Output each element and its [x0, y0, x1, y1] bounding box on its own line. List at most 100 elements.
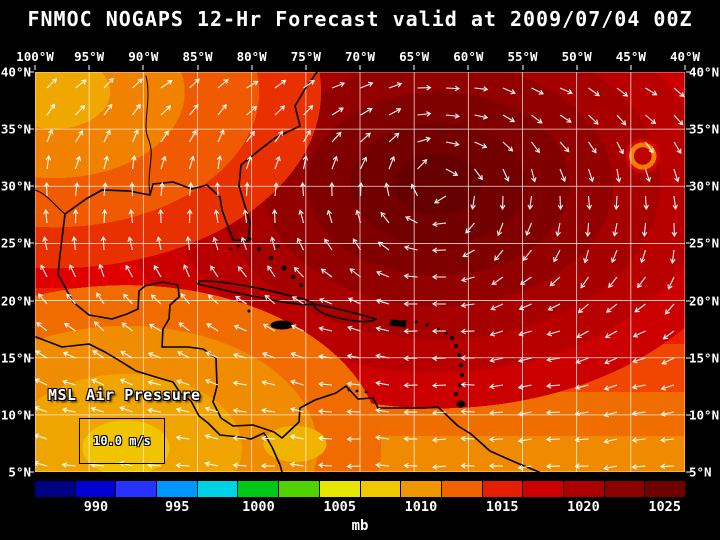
lon-tick [576, 65, 578, 70]
wind-arrow [35, 433, 48, 440]
wind-arrow [273, 182, 279, 197]
wind-arrow [35, 460, 48, 467]
wind-arrow [204, 461, 219, 467]
wind-arrow [445, 168, 459, 176]
wind-arrow [375, 407, 390, 414]
wind-arrow [375, 353, 390, 359]
wind-arrow [375, 434, 390, 441]
wind-arrow [318, 381, 333, 387]
wind-arrow [433, 195, 447, 204]
wind-arrow [45, 155, 52, 170]
wind-arrow [604, 330, 618, 339]
wind-arrow [660, 384, 675, 391]
wind-arrow [673, 168, 680, 183]
wind-arrow [318, 353, 333, 360]
wind-arrow [183, 264, 191, 278]
wind-arrow [605, 303, 618, 313]
wind-arrow [346, 353, 361, 360]
wind-arrow [318, 326, 333, 332]
field-label: MSL Air Pressure [48, 386, 201, 404]
wind-arrow [525, 222, 533, 236]
colorbar-segment [35, 481, 75, 497]
lon-tick [197, 65, 198, 70]
colorbar-segment [319, 481, 360, 497]
wind-arrow [217, 78, 229, 89]
lat-tick [686, 300, 691, 302]
wind-arrow [580, 276, 589, 289]
wind-arrow [375, 462, 390, 468]
wind-arrow [360, 107, 373, 116]
lon-label: 50°W [561, 49, 592, 64]
lat-label: 10°N [0, 407, 31, 423]
lat-label: 20°N [0, 293, 31, 309]
wind-arrow [176, 379, 190, 386]
wind-arrow [616, 114, 627, 126]
wind-arrow [585, 222, 591, 238]
wind-arrow [474, 141, 488, 149]
wind-arrow [639, 249, 647, 264]
wind-arrow [349, 268, 361, 278]
wind-arrow [672, 195, 678, 210]
wind-arrow [75, 79, 87, 89]
wind-arrow [232, 352, 247, 359]
wind-arrow [588, 141, 597, 154]
hispaniola-island [312, 303, 377, 323]
wind-arrow [244, 181, 250, 197]
wind-arrow [317, 462, 333, 469]
wind-arrow [261, 407, 276, 414]
wind-arrow [232, 435, 247, 441]
wind-arrow [610, 249, 618, 264]
wind-arrow [289, 406, 304, 413]
wind-arrow [261, 380, 276, 386]
colorbar-segment [563, 481, 604, 497]
wind-arrow [346, 381, 361, 387]
wind-arrow [586, 195, 593, 211]
wind-arrow [403, 436, 418, 442]
wind-arrow [634, 303, 646, 313]
lat-tick [29, 414, 34, 416]
wind-arrow [631, 410, 646, 417]
wind-arrow [189, 78, 200, 89]
lon-tick [684, 65, 686, 70]
lat-tick [29, 185, 34, 187]
wind-arrow [232, 380, 247, 387]
lat-tick [686, 242, 691, 244]
wind-arrow [204, 406, 219, 413]
wind-arrow [302, 155, 309, 170]
wind-vector-field [35, 77, 685, 471]
wind-arrow [289, 434, 304, 440]
wind-arrow [319, 297, 333, 305]
wind-arrow [271, 208, 278, 224]
wind-arrow [502, 114, 516, 123]
wind-arrow [488, 463, 504, 469]
lat-label: 15°N [0, 350, 31, 366]
wind-arrow [102, 182, 108, 197]
wind-arrow [460, 276, 475, 283]
colorbar-tick-label: 990 [83, 499, 109, 515]
wind-arrow [489, 330, 504, 337]
wind-arrow [355, 209, 362, 224]
wind-arrow [35, 378, 48, 386]
wind-arrow [212, 236, 219, 251]
lat-tick [686, 185, 691, 187]
wind-arrow [186, 208, 193, 224]
trinidad-island [456, 400, 466, 408]
wind-arrow [103, 77, 114, 89]
wind-arrow [317, 435, 333, 442]
wind-arrow [274, 155, 281, 170]
wind-scale-legend: 10.0 m/s [79, 418, 165, 464]
wind-arrow [460, 381, 475, 388]
wind-arrow [185, 236, 192, 251]
wind-arrow [66, 293, 76, 305]
wind-arrow [417, 159, 428, 170]
colorbar-segment [238, 481, 279, 497]
wind-arrow [616, 141, 624, 155]
colorbar-tick-label: 1005 [323, 499, 356, 515]
wind-arrow [375, 380, 390, 387]
wind-arrow [673, 87, 685, 98]
wind-arrow [216, 155, 223, 170]
wind-arrow [62, 351, 76, 359]
wind-arrow [132, 78, 143, 89]
wind-arrow [403, 382, 418, 389]
wind-arrow [502, 141, 514, 152]
